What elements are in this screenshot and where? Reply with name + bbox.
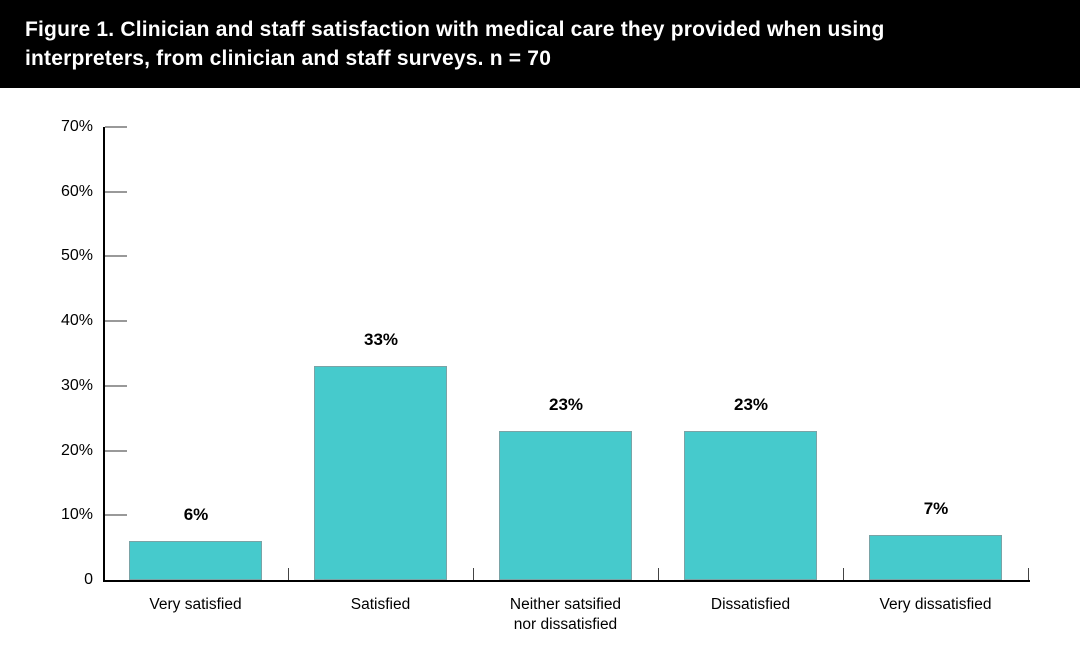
- y-axis-label: 70%: [60, 118, 93, 135]
- bar: [129, 541, 262, 580]
- figure-title-line2: interpreters, from clinician and staff s…: [25, 47, 552, 70]
- figure-title-line1: Figure 1. Clinician and staff satisfacti…: [25, 18, 885, 41]
- y-axis-label: 0: [84, 571, 93, 588]
- y-axis-label: 30%: [60, 377, 93, 394]
- figure-title-banner: Figure 1. Clinician and staff satisfacti…: [0, 0, 1080, 88]
- y-axis-tick: [105, 320, 127, 322]
- y-axis-tick: [105, 450, 127, 452]
- y-axis-tick: [105, 255, 127, 257]
- bar: [869, 535, 1002, 580]
- y-axis-label: 40%: [60, 312, 93, 329]
- y-axis-label: 10%: [60, 506, 93, 523]
- category-label: Satisfied: [350, 596, 411, 613]
- category-label: Neither satsified nor dissatisfied: [509, 596, 622, 633]
- y-axis-label: 60%: [60, 183, 93, 200]
- bar-value-label: 6%: [183, 505, 209, 524]
- y-axis-label: 50%: [60, 247, 93, 264]
- bar-value-label: 23%: [548, 395, 584, 414]
- x-axis-tick: [473, 568, 474, 580]
- bar: [499, 431, 632, 580]
- y-axis-tick: [105, 514, 127, 516]
- y-axis-tick: [105, 126, 127, 128]
- y-axis-tick: [105, 191, 127, 193]
- bar-value-label: 33%: [363, 330, 399, 349]
- bar-value-label: 7%: [923, 499, 949, 518]
- y-axis-label: 20%: [60, 442, 93, 459]
- category-label: Very satisfied: [149, 596, 242, 613]
- category-label: Dissatisfied: [710, 596, 791, 613]
- x-axis-tick: [843, 568, 844, 580]
- y-axis-tick: [105, 385, 127, 387]
- x-axis-line: [103, 580, 1030, 582]
- x-axis-tick: [658, 568, 659, 580]
- bar: [684, 431, 817, 580]
- x-axis-tick: [1028, 568, 1029, 580]
- bar: [314, 366, 447, 580]
- bar-value-label: 23%: [733, 395, 769, 414]
- category-label: Very dissatisfied: [879, 596, 992, 613]
- y-axis-line: [103, 127, 105, 582]
- x-axis-tick: [288, 568, 289, 580]
